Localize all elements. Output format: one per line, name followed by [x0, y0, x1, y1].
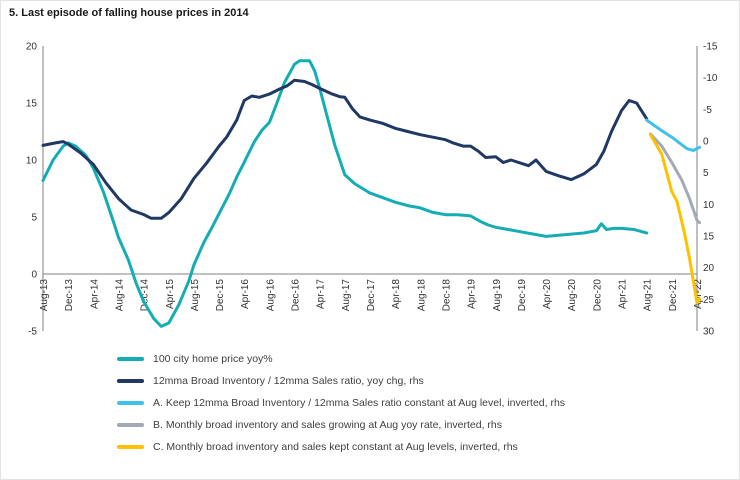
x-axis-tick-label: Dec-14: [140, 279, 151, 312]
series-line-3: [649, 132, 701, 225]
x-axis-tick-label: Apr-22: [693, 279, 704, 309]
legend-swatch-1: [117, 379, 144, 383]
x-axis-tick-label: Dec-13: [64, 279, 75, 312]
right-axis-tick-label: -15: [703, 42, 718, 53]
series-line-4: [649, 133, 701, 305]
x-axis-tick-label: Aug-19: [492, 279, 503, 312]
left-axis-tick-label: 10: [26, 156, 38, 167]
legend-swatch-4: [117, 445, 144, 449]
legend-label-0: 100 city home price yoy%: [153, 353, 273, 365]
legend-item-1: 12mma Broad Inventory / 12mma Sales rati…: [117, 370, 565, 392]
right-axis-tick-label: 25: [703, 295, 715, 306]
x-axis-tick-label: Dec-19: [517, 279, 528, 312]
x-axis-tick-label: Dec-21: [668, 279, 679, 312]
x-axis-tick-label: Dec-15: [215, 279, 226, 312]
legend-label-4: C. Monthly broad inventory and sales kep…: [153, 441, 518, 453]
series-line-2: [645, 118, 701, 152]
left-axis-tick-label: 15: [26, 99, 38, 110]
right-axis-tick-label: -5: [703, 105, 712, 116]
x-axis-tick-label: Aug-20: [567, 279, 578, 312]
x-axis-tick-label: Dec-16: [291, 279, 302, 312]
x-axis-tick-label: Apr-16: [240, 279, 251, 309]
x-axis-tick-label: Apr-19: [467, 279, 478, 309]
right-axis-tick-label: 15: [703, 232, 715, 243]
x-axis-tick-label: Aug-16: [265, 279, 276, 312]
x-axis-tick-label: Apr-14: [89, 279, 100, 309]
legend-item-3: B. Monthly broad inventory and sales gro…: [117, 414, 565, 436]
right-axis-tick-label: -10: [703, 73, 718, 84]
x-axis-tick-label: Dec-20: [592, 279, 603, 312]
left-axis-tick-label: 5: [31, 213, 37, 224]
x-axis-tick-label: Aug-15: [190, 279, 201, 312]
x-axis-tick-label: Dec-17: [366, 279, 377, 312]
legend-label-3: B. Monthly broad inventory and sales gro…: [153, 419, 503, 431]
left-axis-tick-label: -5: [28, 327, 37, 338]
x-axis-tick-label: Aug-14: [114, 279, 125, 312]
right-axis-tick-label: 10: [703, 200, 715, 211]
series-line-1: [41, 78, 649, 220]
legend-item-0: 100 city home price yoy%: [117, 348, 565, 370]
legend-item-4: C. Monthly broad inventory and sales kep…: [117, 436, 565, 458]
right-axis-tick-label: 20: [703, 263, 715, 274]
x-axis-tick-label: Aug-17: [341, 279, 352, 312]
x-axis-tick-label: Apr-21: [618, 279, 629, 309]
x-axis-tick-label: Apr-20: [542, 279, 553, 309]
legend-item-2: A. Keep 12mma Broad Inventory / 12mma Sa…: [117, 392, 565, 414]
left-axis-tick-label: 0: [31, 270, 37, 281]
x-axis-tick-label: Aug-18: [416, 279, 427, 312]
x-axis-tick-label: Apr-18: [391, 279, 402, 309]
chart-title: 5. Last episode of falling house prices …: [9, 7, 249, 19]
series-line-0: [41, 59, 649, 328]
x-axis-tick-label: Apr-17: [316, 279, 327, 309]
legend-swatch-2: [117, 401, 144, 405]
legend: 100 city home price yoy% 12mma Broad Inve…: [117, 348, 565, 458]
right-axis-tick-label: 5: [703, 168, 709, 179]
left-axis-tick-label: 20: [26, 42, 38, 53]
x-axis-tick-label: Aug-13: [39, 279, 50, 312]
legend-swatch-3: [117, 423, 144, 427]
x-axis-tick-label: Apr-15: [165, 279, 176, 309]
right-axis-tick-label: 0: [703, 137, 709, 148]
x-axis-tick-label: Aug-21: [643, 279, 654, 312]
legend-label-1: 12mma Broad Inventory / 12mma Sales rati…: [153, 375, 424, 387]
legend-swatch-0: [117, 357, 144, 361]
right-axis-tick-label: 30: [703, 327, 715, 338]
legend-label-2: A. Keep 12mma Broad Inventory / 12mma Sa…: [153, 397, 566, 409]
x-axis-tick-label: Dec-18: [441, 279, 452, 312]
